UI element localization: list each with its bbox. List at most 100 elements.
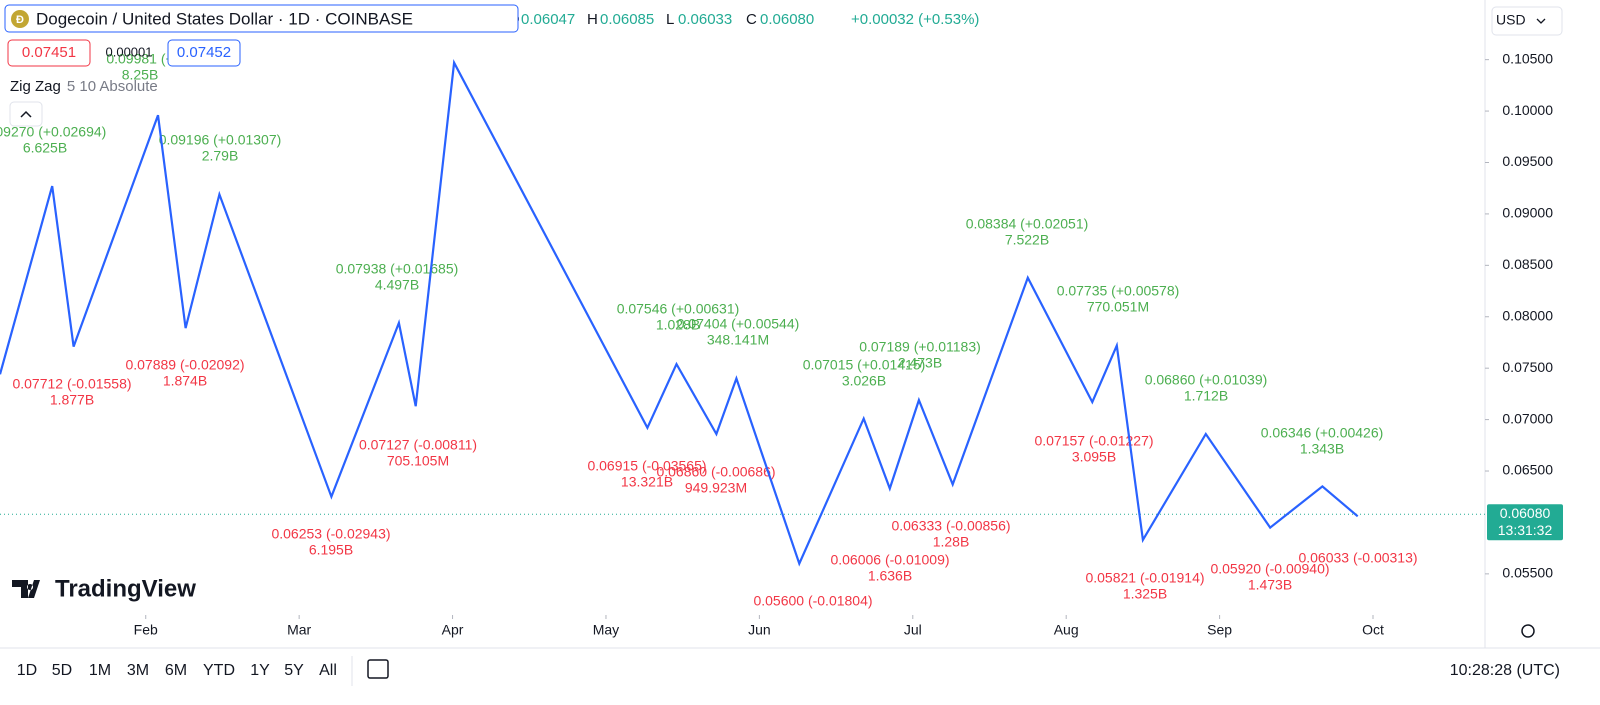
range-button[interactable]: YTD (203, 662, 235, 679)
y-tick-label: 0.06500 (1502, 462, 1553, 478)
range-button[interactable]: 1D (17, 662, 37, 679)
symbol-title: Dogecoin / United States Dollar · 1D · C… (36, 9, 413, 28)
pivot-volume: 1.473B (1248, 577, 1292, 593)
last-price-tag (1487, 504, 1563, 541)
y-tick-label: 0.09000 (1502, 205, 1553, 221)
buy-button[interactable] (167, 39, 241, 67)
x-tick-label: Aug (1054, 622, 1079, 638)
range-button[interactable]: 5D (52, 662, 72, 679)
change: +0.00032 (+0.53%) (851, 11, 979, 28)
pivot-label: 0.05920 (-0.00940) (1210, 561, 1329, 577)
pivot-volume: 6.195B (309, 542, 353, 558)
pivot-label: 0.05600 (-0.01804) (753, 593, 872, 609)
ohlc-value: 0.06033 (678, 11, 732, 28)
pivot-label: 0.06033 (-0.00313) (1298, 550, 1417, 566)
range-button[interactable]: 5Y (284, 662, 304, 679)
collapse-chevron (20, 110, 32, 118)
range-button[interactable]: 1Y (250, 662, 270, 679)
pivot-label: 0.06333 (-0.00856) (891, 518, 1010, 534)
pivot-volume: 1.877B (50, 392, 94, 408)
pivot-volume: 949.923M (685, 480, 747, 496)
pivot-volume: 4.497B (375, 277, 419, 293)
pivot-label: 0.06253 (-0.02943) (271, 526, 390, 542)
coin-icon (11, 10, 29, 28)
spread: 0.00001 (106, 44, 153, 59)
range-button[interactable]: 1M (89, 662, 111, 679)
pivot-label: 0.07189 (+0.01183) (859, 339, 981, 355)
pivot-label: 0.06346 (+0.00426) (1261, 425, 1384, 441)
y-tick-label: 0.05500 (1502, 565, 1553, 581)
pivot-label: 0.07938 (+0.01685) (336, 261, 459, 277)
pivot-label: 0.07712 (-0.01558) (12, 376, 131, 392)
pivot-volume: 2.473B (898, 355, 942, 371)
pivot-volume: 1.636B (868, 568, 912, 584)
pivot-label: 0.07015 (+0.01415) (803, 357, 926, 373)
buy-price: 0.07452 (177, 44, 231, 61)
pivot-volume: 6.625B (23, 140, 67, 156)
x-tick-label: Oct (1362, 622, 1384, 638)
currency-box[interactable] (1491, 6, 1563, 36)
pivot-volume: 1.343B (1300, 441, 1344, 457)
pivot-volume: 1.325B (1123, 586, 1167, 602)
y-tick-label: 0.09500 (1502, 153, 1553, 169)
x-tick-label: Sep (1207, 622, 1232, 638)
zigzag-line (0, 59, 1359, 567)
pivot-label: 0.07546 (+0.00631) (617, 301, 740, 317)
range-button[interactable]: All (319, 662, 337, 679)
indicator-params: 5 10 Absolute (67, 78, 158, 95)
ohlc-key: C (746, 11, 757, 28)
currency: USD (1496, 12, 1526, 28)
range-button[interactable]: 3M (127, 662, 149, 679)
symbol-box[interactable] (4, 4, 519, 33)
pivot-label: 0.06006 (-0.01009) (830, 552, 949, 568)
pivot-volume: 3.026B (842, 373, 886, 389)
last-price: 0.06080 (1500, 505, 1551, 521)
y-tick-label: 0.08500 (1502, 256, 1553, 272)
coin-icon-letter: Ð (16, 14, 24, 26)
collapse-button[interactable] (9, 101, 43, 127)
brand-logo (12, 580, 40, 598)
pivot-label: 0.09270 (+0.02694) (0, 124, 106, 140)
pivot-volume: 1.028B (656, 317, 700, 333)
calendar-icon[interactable] (367, 659, 389, 679)
indicator-legend: Zig Zag 5 10 Absolute (10, 78, 158, 95)
y-tick-label: 0.10500 (1502, 50, 1553, 66)
x-tick-label: Feb (134, 622, 158, 638)
clock: 10:28:28 (UTC) (1450, 662, 1560, 679)
pivot-volume: 7.522B (1005, 232, 1049, 248)
ohlc-value: 0.06085 (600, 11, 654, 28)
pivot-volume: 3.095B (1072, 449, 1116, 465)
ohlc-key: L (666, 11, 674, 28)
y-tick-label: 0.10000 (1502, 102, 1553, 118)
pivot-label: 0.05821 (-0.01914) (1085, 570, 1204, 586)
grid-layer (0, 0, 1600, 649)
pivot-label: 0.06860 (+0.01039) (1145, 372, 1268, 388)
y-tick-label: 0.07000 (1502, 410, 1553, 426)
x-tick-label: Apr (442, 622, 464, 638)
pivot-volume: 1.28B (933, 534, 970, 550)
sell-button[interactable] (7, 39, 91, 67)
pivot-label: 0.09196 (+0.01307) (159, 132, 282, 148)
pivot-label: 0.06915 (-0.03565) (587, 458, 706, 474)
pivot-label: 0.07735 (+0.00578) (1057, 283, 1180, 299)
pivot-label: 0.07157 (-0.01227) (1034, 433, 1153, 449)
pivot-volume: 13.321B (621, 474, 673, 490)
pivot-volume: 8.25B (122, 67, 159, 83)
x-tick-label: Jun (748, 622, 771, 638)
currency-chevron (1536, 18, 1546, 24)
range-button[interactable]: 6M (165, 662, 187, 679)
pivot-volume: 770.051M (1087, 299, 1149, 315)
pivot-volume: 705.105M (387, 453, 449, 469)
settings-icon[interactable] (1521, 624, 1535, 638)
ohlc-key: H (587, 11, 598, 28)
pivot-label: 0.08384 (+0.02051) (966, 216, 1089, 232)
plot-layer: 0.09270 (+0.02694)6.625B 0.09981 (+8.25B 0… (0, 51, 1485, 609)
pivot-label: 0.07127 (-0.00811) (359, 437, 477, 453)
pivot-volume: 1.712B (1184, 388, 1228, 404)
pivot-label: 0.07889 (-0.02092) (125, 357, 244, 373)
pivot-label: 0.07404 (+0.00544) (677, 316, 800, 332)
pivot-volume: 1.874B (163, 373, 207, 389)
indicator-name: Zig Zag (10, 78, 61, 95)
